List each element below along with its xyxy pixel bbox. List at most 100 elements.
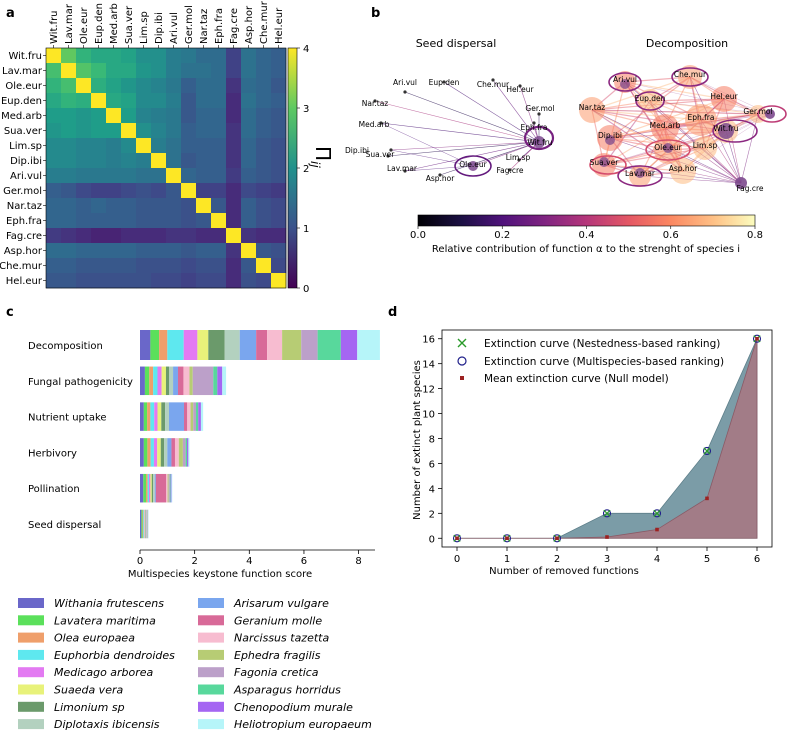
x-tick-label: 6 bbox=[754, 554, 760, 565]
heatmap-cell bbox=[121, 213, 137, 229]
decomp-loop bbox=[671, 67, 709, 87]
seed-node bbox=[379, 121, 383, 125]
network-colorbar-ticks: 0.0 0.2 0.4 0.6 0.8 bbox=[410, 226, 763, 241]
bar-segment bbox=[140, 509, 142, 539]
heatmap-cell bbox=[136, 63, 152, 79]
bar-segment bbox=[141, 509, 143, 539]
heatmap-cell bbox=[226, 198, 242, 214]
heatmap-cell bbox=[181, 198, 197, 214]
bar-segment bbox=[183, 330, 198, 360]
legend-swatch bbox=[18, 632, 44, 643]
heatmap-cell bbox=[226, 108, 242, 124]
heatmap-cell bbox=[121, 48, 137, 64]
seed-node bbox=[386, 154, 390, 158]
seed-loop bbox=[523, 125, 555, 151]
heatmap-cell bbox=[196, 123, 212, 139]
heatmap-cell bbox=[121, 258, 137, 274]
network-colorbar-tick-label: 0.6 bbox=[663, 230, 679, 241]
heatmap-cell bbox=[256, 138, 272, 154]
heatmap-cell bbox=[226, 63, 242, 79]
heatmap-cell bbox=[61, 243, 77, 259]
heatmap-cell bbox=[166, 153, 182, 169]
heatmap-cell bbox=[181, 213, 197, 229]
heatmap-cell bbox=[46, 78, 62, 94]
seed-node-label: Nar.taz bbox=[362, 99, 389, 108]
y-tick-label: 16 bbox=[422, 335, 435, 346]
heatmap-cell bbox=[61, 78, 77, 94]
seed-node-label: Sua.ver bbox=[366, 150, 396, 159]
heatmap-cell bbox=[151, 48, 167, 64]
heatmap-cell bbox=[61, 198, 77, 214]
heatmap-cell bbox=[91, 213, 107, 229]
decomp-node-wit-fru bbox=[718, 123, 734, 139]
heatmap-cell bbox=[61, 213, 77, 229]
heatmap-cell bbox=[136, 183, 152, 199]
seed-node-ole-eur bbox=[468, 161, 478, 171]
legend-label: Withania frutescens bbox=[54, 597, 164, 610]
bar-segment bbox=[182, 438, 186, 467]
heatmap-cell bbox=[271, 168, 287, 184]
heatmap-cell bbox=[211, 243, 227, 259]
bar-segment bbox=[144, 509, 146, 539]
heatmap-cell bbox=[226, 93, 242, 109]
y-tick-label: 2 bbox=[429, 509, 435, 520]
legend-label: Geranium molle bbox=[234, 614, 322, 627]
heatmap-cell bbox=[121, 78, 137, 94]
heatmap-cell bbox=[196, 183, 212, 199]
bar-segment bbox=[196, 402, 199, 431]
marker-null bbox=[755, 336, 759, 341]
heatmap-cell bbox=[151, 273, 167, 289]
heatmap-cell bbox=[76, 63, 92, 79]
heatmap-cell bbox=[151, 153, 167, 169]
heatmap-cell bbox=[121, 168, 137, 184]
marker-null bbox=[605, 535, 609, 539]
bar-category-label: Pollination bbox=[28, 484, 80, 495]
heatmap-cell bbox=[226, 168, 242, 184]
marker-multispecies bbox=[502, 534, 512, 543]
heatmap-cell bbox=[226, 273, 242, 289]
bar-segment bbox=[147, 402, 151, 431]
seed-node-label: Lim.sp bbox=[506, 153, 531, 162]
heatmap-cell bbox=[181, 258, 197, 274]
decomp-edge bbox=[591, 109, 702, 121]
network-colorbar-tick-label: 0.2 bbox=[494, 230, 510, 241]
bar-segment bbox=[200, 402, 204, 431]
heatmap-cell bbox=[241, 198, 257, 214]
bar-segment bbox=[150, 402, 155, 431]
decomp-node-label: Eup.den bbox=[635, 94, 666, 103]
heatmap-cell bbox=[46, 198, 62, 214]
heatmap-cell bbox=[136, 93, 152, 109]
seed-node-label: Eph.fra bbox=[521, 123, 548, 132]
heatmap-cell bbox=[121, 198, 137, 214]
legend-swatch bbox=[18, 615, 44, 626]
heatmap-cell bbox=[226, 153, 242, 169]
heatmap-cell bbox=[136, 243, 152, 259]
heatmap-cell bbox=[196, 258, 212, 274]
heatmap-row-label: Sua.ver bbox=[4, 126, 43, 137]
network-colorbar-label: Relative contribution of function α to t… bbox=[432, 244, 740, 255]
heatmap-colorbar-tick-label: 3 bbox=[303, 104, 309, 115]
heatmap-cell bbox=[241, 138, 257, 154]
heatmap-cell bbox=[271, 48, 287, 64]
decomp-node-halo bbox=[670, 158, 696, 184]
heatmap-cell bbox=[166, 78, 182, 94]
decomp-node-label: Lim.sp bbox=[693, 141, 718, 150]
bar-segment bbox=[190, 402, 194, 431]
heatmap-cell bbox=[241, 243, 257, 259]
seed-node bbox=[438, 173, 442, 177]
bar-segment bbox=[193, 402, 197, 431]
heatmap-cell bbox=[91, 228, 107, 244]
extinction-x-label: Number of removed functions bbox=[489, 566, 639, 577]
heatmap-cell bbox=[91, 108, 107, 124]
heatmap-cell bbox=[136, 108, 152, 124]
heatmap-cell bbox=[166, 63, 182, 79]
decomp-node-label: Asp.hor bbox=[669, 164, 699, 173]
bar-segment bbox=[169, 366, 174, 396]
heatmap-cell bbox=[106, 243, 122, 259]
bar-segment bbox=[222, 366, 227, 396]
heatmap-cell bbox=[76, 228, 92, 244]
heatmap-cell bbox=[256, 258, 272, 274]
heatmap-cell bbox=[151, 123, 167, 139]
heatmap-cell bbox=[166, 138, 182, 154]
bar-segment bbox=[159, 330, 168, 360]
